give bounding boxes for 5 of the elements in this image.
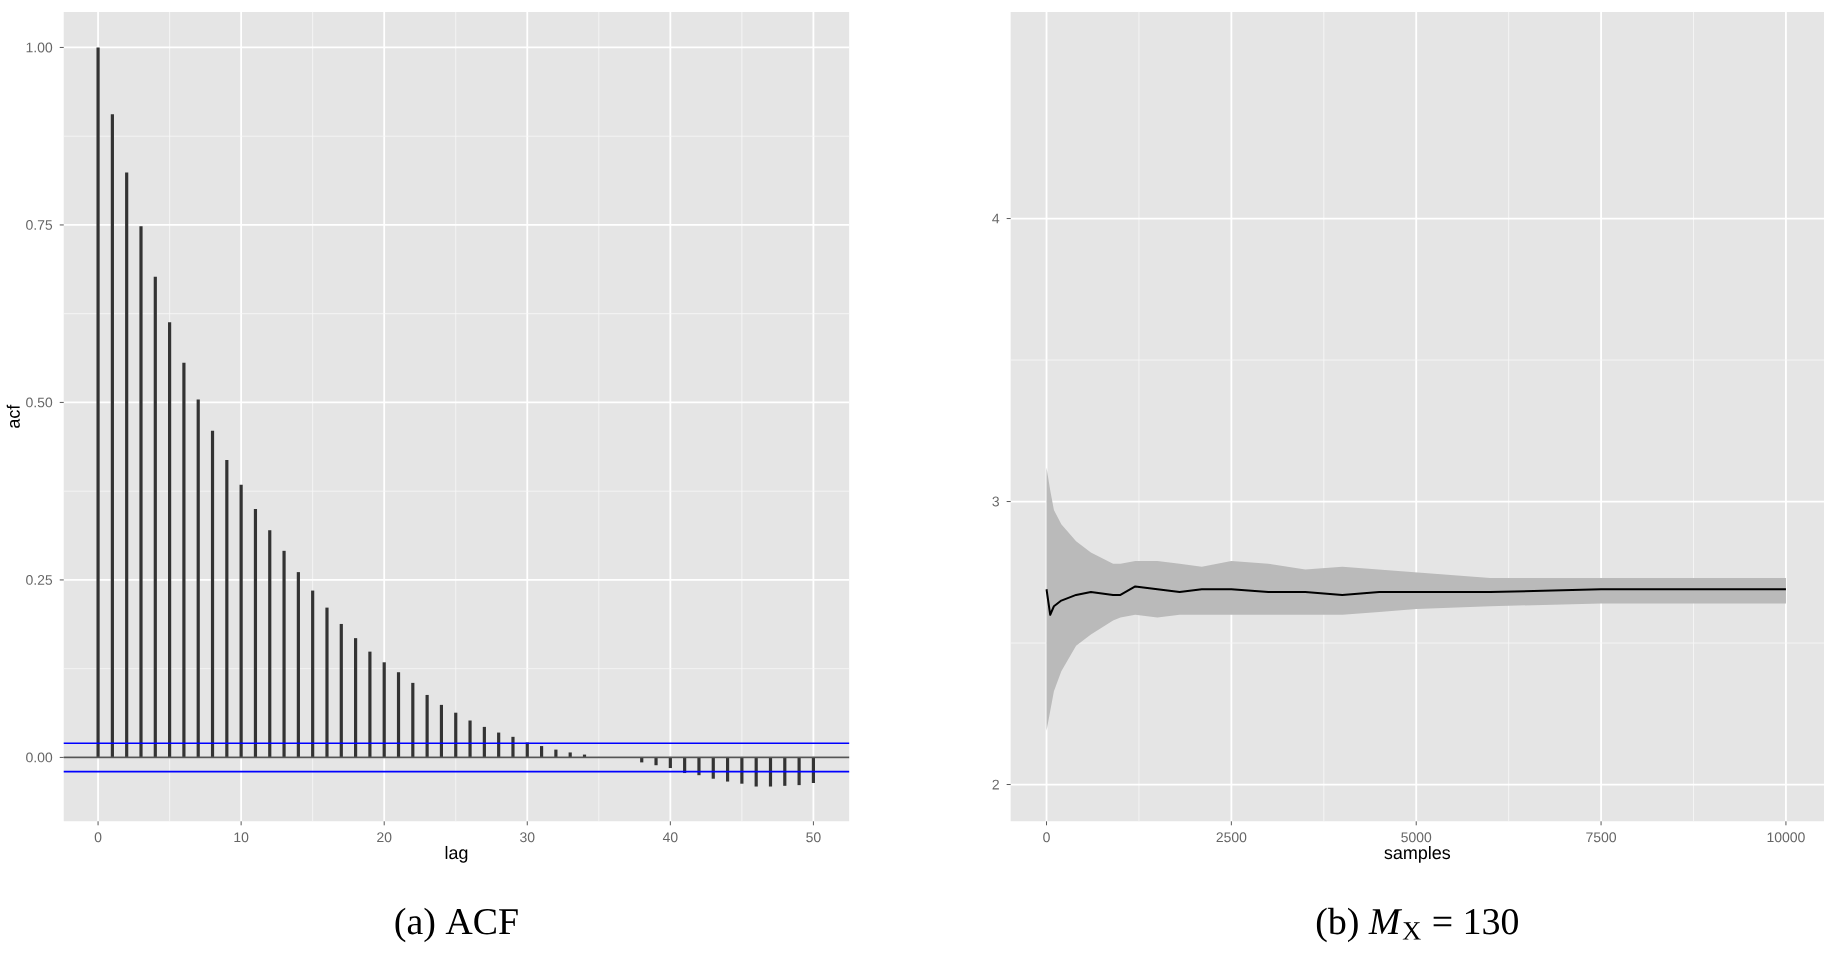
x-axis-title: lag [445, 845, 468, 863]
text: (a) ACF [395, 907, 518, 942]
text: (b) M$_{X}$ = 130 [1316, 907, 1518, 942]
y-axis-title: acf [6, 404, 20, 428]
x-axis-title: samples [1384, 845, 1451, 863]
